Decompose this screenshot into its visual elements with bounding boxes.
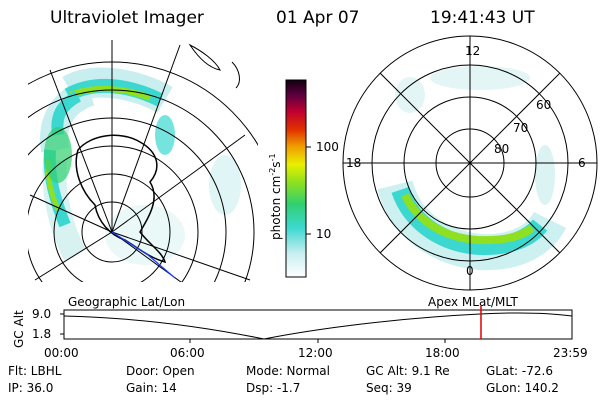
geographic-map [28, 40, 258, 282]
colorbar-sup2: -1 [268, 153, 277, 162]
alt-xtick-0000: 00:00 [44, 346, 79, 360]
alt-ytick-9: 9.0 [32, 307, 52, 321]
date-label: 01 Apr 07 [276, 8, 360, 28]
info-gain: Gain: 14 [126, 381, 177, 395]
alt-xtick-2359: 23:59 [553, 346, 588, 360]
mlt-12-label: 12 [465, 44, 481, 58]
alt-ytick-1.8: 1.8 [32, 327, 52, 341]
info-dsp: Dsp: -1.7 [246, 381, 301, 395]
lat-70-label: 70 [513, 121, 529, 135]
colorbar-unit: photon cm [269, 175, 283, 240]
time-label: 19:41:43 UT [430, 8, 535, 28]
alt-ylabel: GC Alt [12, 310, 26, 348]
antarctica-coastline [75, 134, 167, 264]
polar-grid [342, 35, 598, 291]
satellite-track [111, 231, 176, 279]
colorbar-tick-100: 100 [316, 140, 339, 154]
lat-60-label: 60 [536, 98, 552, 112]
info-seq: Seq: 39 [366, 381, 412, 395]
geographic-caption: Geographic Lat/Lon [68, 295, 186, 309]
colorbar-label: photon cm-2s-1 [268, 153, 283, 240]
apex-caption: Apex MLat/MLT [428, 295, 518, 309]
colorbar [285, 79, 311, 278]
left-meridians [29, 40, 251, 282]
mlt-0-label: 0 [466, 264, 474, 278]
colorbar-tick-10: 10 [316, 227, 332, 241]
alt-xtick-0600: 06:00 [170, 346, 205, 360]
alt-xtick-1800: 18:00 [425, 346, 460, 360]
colorbar-sup1: -2 [268, 167, 277, 176]
info-ip: IP: 36.0 [8, 381, 54, 395]
left-aurora-oval [40, 67, 241, 265]
colorbar-unit-s: s [269, 161, 283, 168]
info-door: Door: Open [126, 364, 195, 378]
alt-xtick-1200: 12:00 [298, 346, 333, 360]
instrument-title: Ultraviolet Imager [50, 8, 204, 28]
mlt-6-label: 6 [578, 156, 586, 170]
info-mode: Mode: Normal [246, 364, 330, 378]
altitude-plot [60, 306, 573, 343]
info-glon: GLon: 140.2 [486, 381, 559, 395]
info-glat: GLat: -72.6 [486, 364, 553, 378]
land-outline-2 [231, 61, 240, 89]
info-flt: Flt: LBHL [8, 364, 62, 378]
info-gcalt: GC Alt: 9.1 Re [366, 364, 450, 378]
land-outline [188, 43, 221, 71]
lat-80-label: 80 [494, 142, 510, 156]
mlt-18-label: 18 [346, 156, 362, 170]
